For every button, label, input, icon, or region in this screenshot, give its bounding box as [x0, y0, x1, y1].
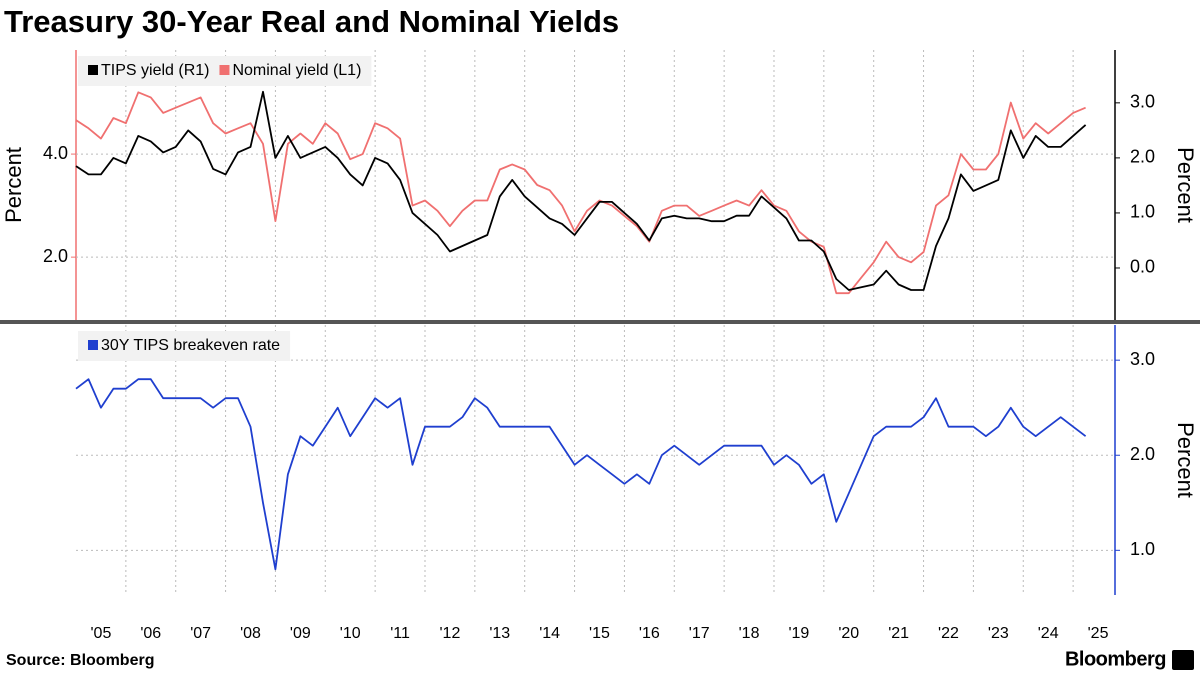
x-tick-label: '24: [1038, 625, 1059, 642]
y2-tick-label: 2.0: [1130, 147, 1155, 167]
x-tick-label: '15: [589, 625, 610, 642]
x-tick-label: '18: [739, 625, 760, 642]
y-tick-label: 4.0: [43, 143, 68, 163]
legend-swatch: [88, 65, 98, 75]
legend-label: Nominal yield (L1): [232, 62, 361, 79]
legend-swatch: [88, 340, 98, 350]
legend-label: TIPS yield (R1): [101, 62, 209, 79]
x-tick-label: '07: [190, 625, 211, 642]
x-tick-label: '22: [938, 625, 959, 642]
x-tick-label: '06: [140, 625, 161, 642]
legend-swatch: [219, 65, 230, 75]
x-tick-label: '21: [888, 625, 909, 642]
y-tick-label: 2.0: [43, 246, 68, 266]
series-line: [75, 90, 1087, 291]
source: Source: Bloomberg: [6, 652, 154, 669]
y2-axis-label: Percent: [1173, 422, 1198, 498]
brand-icon: [1172, 650, 1194, 670]
series-line: [75, 378, 1087, 571]
x-tick-label: '09: [290, 625, 311, 642]
x-tick-label: '20: [838, 625, 859, 642]
x-tick-label: '11: [390, 625, 410, 642]
x-tick-label: '13: [489, 625, 510, 642]
x-tick-label: '05: [90, 625, 111, 642]
x-tick-label: '10: [340, 625, 361, 642]
series-line: [75, 91, 1086, 295]
y2-tick-label: 1.0: [1130, 202, 1155, 222]
x-tick-label: '12: [439, 625, 460, 642]
y-axis-label: Percent: [1, 147, 26, 223]
x-tick-label: '08: [240, 625, 261, 642]
chart-title: Treasury 30-Year Real and Nominal Yields: [4, 4, 619, 39]
x-tick-label: '17: [689, 625, 710, 642]
y2-tick-label: 1.0: [1130, 539, 1155, 559]
legend-label: 30Y TIPS breakeven rate: [101, 337, 280, 354]
panel-divider: [0, 320, 1200, 324]
x-tick-label: '14: [539, 625, 560, 642]
x-tick-label: '19: [788, 625, 809, 642]
y2-tick-label: 3.0: [1130, 349, 1155, 369]
x-tick-label: '16: [639, 625, 660, 642]
y2-axis-label: Percent: [1173, 147, 1198, 223]
legend-box: [78, 331, 291, 361]
x-tick-label: '23: [988, 625, 1009, 642]
y2-tick-label: 2.0: [1130, 444, 1155, 464]
x-tick-label: '25: [1088, 625, 1109, 642]
y2-tick-label: 0.0: [1130, 257, 1155, 277]
brand: Bloomberg: [1065, 648, 1166, 670]
y2-tick-label: 3.0: [1130, 92, 1155, 112]
